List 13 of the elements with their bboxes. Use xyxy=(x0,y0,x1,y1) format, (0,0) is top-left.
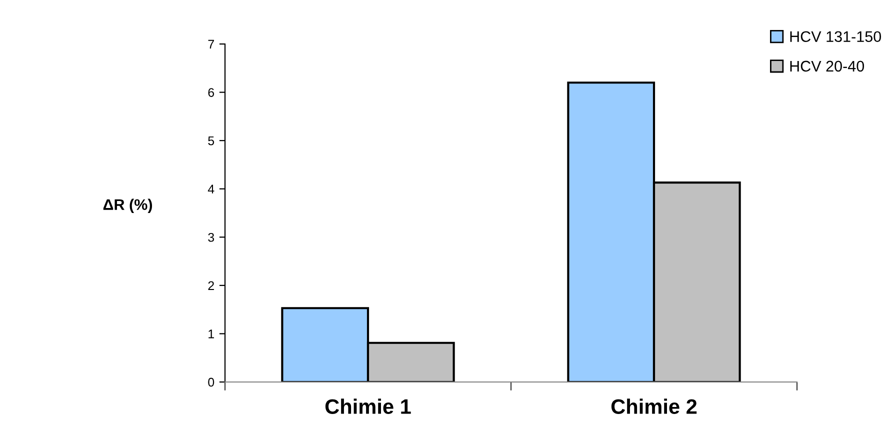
y-axis-title: ΔR (%) xyxy=(103,198,152,213)
legend-label: HCV 131-150 xyxy=(790,31,882,42)
y-tick-label: 5 xyxy=(208,136,214,146)
y-tick-label: 7 xyxy=(208,40,214,49)
x-tick-label: Chimie 2 xyxy=(611,398,697,414)
legend-label: HCV 20-40 xyxy=(790,60,864,72)
y-tick-label: 6 xyxy=(208,88,214,97)
y-tick-label: 3 xyxy=(208,232,214,242)
y-tick-label: 1 xyxy=(208,330,214,338)
y-tick-label: 2 xyxy=(208,281,214,290)
x-tick-label: Chimie 1 xyxy=(325,398,411,414)
y-tick-label: 4 xyxy=(208,184,214,194)
y-tick-label: 0 xyxy=(208,378,214,387)
